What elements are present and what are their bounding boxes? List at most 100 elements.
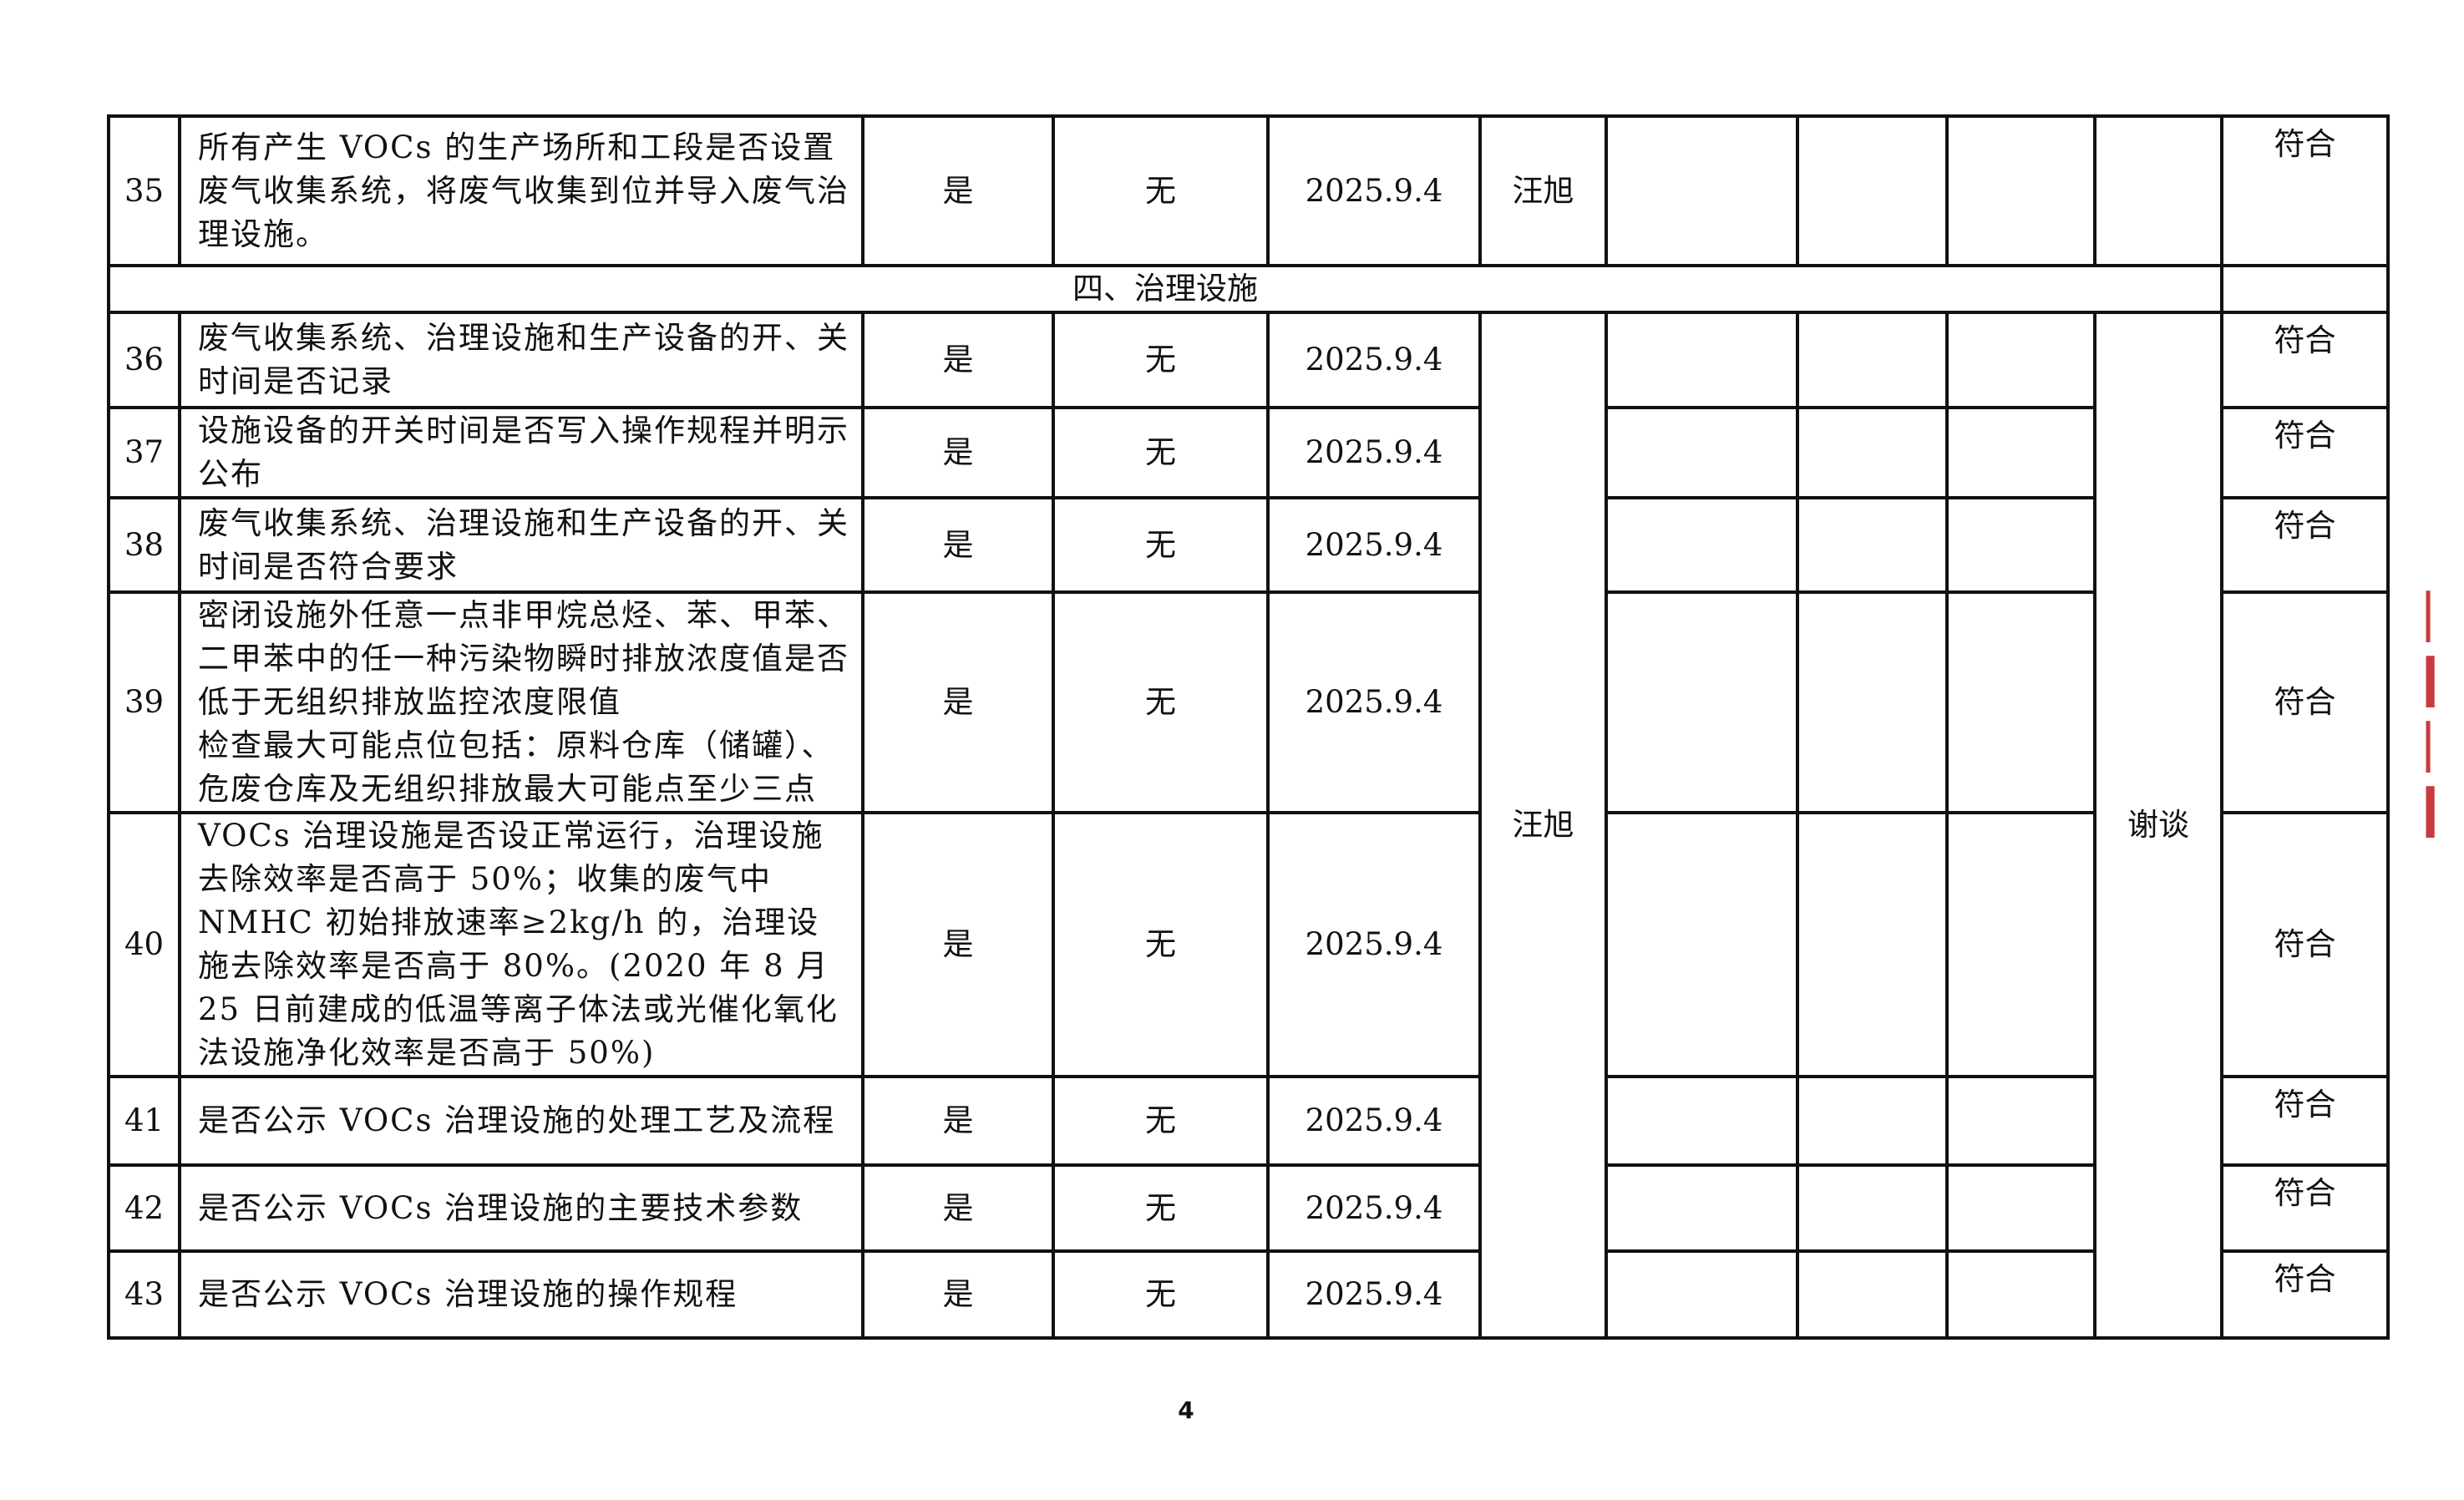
row-number: 43 (107, 1249, 181, 1340)
date: 2025.9.4 (1266, 1163, 1482, 1253)
row-number: 35 (107, 114, 181, 267)
answer: 是 (861, 1075, 1055, 1167)
empty-cell (1945, 811, 2096, 1078)
issue: 无 (1052, 311, 1270, 409)
result: 符合 (2220, 311, 2390, 409)
issue: 无 (1052, 406, 1270, 499)
empty-cell (1945, 1075, 2096, 1167)
table-row: 37 设施设备的开关时间是否写入操作规程并明示公布是无 2025.9.4 符合 (107, 406, 2390, 499)
empty-cell (1605, 811, 1799, 1078)
answer: 是 (861, 114, 1055, 267)
empty-cell (1605, 1075, 1799, 1167)
empty-cell (1796, 114, 1949, 267)
table-row: 40 VOCs 治理设施是否设正常运行，治理设施去除效率是否高于 50%；收集的废… (107, 811, 2390, 1078)
result: 符合 (2220, 590, 2390, 814)
table-row: 43 是否公示 VOCs 治理设施的操作规程是无 2025.9.4 符合 (107, 1249, 2390, 1340)
row-number: 41 (107, 1075, 181, 1167)
empty-cell (1945, 496, 2096, 594)
answer: 是 (861, 1163, 1055, 1253)
answer: 是 (861, 1249, 1055, 1340)
date: 2025.9.4 (1266, 406, 1482, 499)
answer: 是 (861, 590, 1055, 814)
empty-cell (1796, 311, 1949, 409)
empty-cell (1796, 406, 1949, 499)
date: 2025.9.4 (1266, 1075, 1482, 1167)
check-item: 密闭设施外任意一点非甲烷总烃、苯、甲苯、二甲苯中的任一种污染物瞬时排放浓度值是否… (178, 590, 864, 814)
empty-cell (1796, 811, 1949, 1078)
empty-cell (1605, 311, 1799, 409)
empty-cell (1945, 406, 2096, 499)
table-row: 41 是否公示 VOCs 治理设施的处理工艺及流程是无 2025.9.4 符合 (107, 1075, 2390, 1167)
empty-cell (1605, 406, 1799, 499)
answer: 是 (861, 811, 1055, 1078)
inspection-table: 35 所有产生 VOCs 的生产场所和工段是否设置废气收集系统，将废气收集到位并… (107, 114, 2390, 1340)
date: 2025.9.4 (1266, 496, 1482, 594)
inspector: 汪旭 (1478, 114, 1608, 267)
empty-cell (1605, 114, 1799, 267)
empty-cell (1605, 1163, 1799, 1253)
empty-cell (1605, 590, 1799, 814)
empty-cell (1796, 1075, 1949, 1167)
answer: 是 (861, 406, 1055, 499)
empty-cell (1796, 1163, 1949, 1253)
result: 符合 (2220, 1163, 2390, 1253)
result: 符合 (2220, 496, 2390, 594)
section-title: 四、治理设施 (107, 264, 2223, 314)
check-item: 废气收集系统、治理设施和生产设备的开、关时间是否记录 (178, 311, 864, 409)
check-item: 所有产生 VOCs 的生产场所和工段是否设置废气收集系统，将废气收集到位并导入废… (178, 114, 864, 267)
answer: 是 (861, 496, 1055, 594)
empty-cell (1945, 590, 2096, 814)
result: 符合 (2220, 811, 2390, 1078)
method: 谢谈 (2093, 311, 2223, 1340)
check-item: 设施设备的开关时间是否写入操作规程并明示公布 (178, 406, 864, 499)
row-number: 42 (107, 1163, 181, 1253)
issue: 无 (1052, 1249, 1270, 1340)
result: 符合 (2220, 114, 2390, 267)
inspector: 汪旭 (1478, 311, 1608, 1340)
row-number: 36 (107, 311, 181, 409)
empty-cell (1945, 114, 2096, 267)
empty-cell (1945, 1249, 2096, 1340)
empty-cell (2220, 264, 2390, 314)
empty-cell (1796, 590, 1949, 814)
date: 2025.9.4 (1266, 311, 1482, 409)
check-item: 废气收集系统、治理设施和生产设备的开、关时间是否符合要求 (178, 496, 864, 594)
result: 符合 (2220, 1075, 2390, 1167)
empty-cell (1945, 311, 2096, 409)
empty-cell (1605, 496, 1799, 594)
date: 2025.9.4 (1266, 114, 1482, 267)
issue: 无 (1052, 590, 1270, 814)
table-row: 38 废气收集系统、治理设施和生产设备的开、关时间是否符合要求是无 2025.9.4… (107, 496, 2390, 594)
table-row: 36 废气收集系统、治理设施和生产设备的开、关时间是否记录是无 2025.9.4 汪旭… (107, 311, 2390, 1340)
date: 2025.9.4 (1266, 590, 1482, 814)
page-number: 4 (1178, 1396, 1194, 1424)
empty-cell (1605, 1249, 1799, 1340)
red-seal-stamp: ▏ ▎ ▏ ▎ (2426, 591, 2460, 838)
issue: 无 (1052, 1075, 1270, 1167)
table-row: 42 是否公示 VOCs 治理设施的主要技术参数是无 2025.9.4 符合 (107, 1163, 2390, 1253)
check-item: VOCs 治理设施是否设正常运行，治理设施去除效率是否高于 50%；收集的废气中… (178, 811, 864, 1078)
issue: 无 (1052, 811, 1270, 1078)
issue: 无 (1052, 114, 1270, 267)
check-item: 是否公示 VOCs 治理设施的主要技术参数 (178, 1163, 864, 1253)
empty-cell (2093, 114, 2223, 267)
row-number: 38 (107, 496, 181, 594)
date: 2025.9.4 (1266, 1249, 1482, 1340)
section-row: 四、治理设施 (107, 264, 2390, 314)
row-number: 40 (107, 811, 181, 1078)
empty-cell (1945, 1163, 2096, 1253)
row-number: 37 (107, 406, 181, 499)
table-row: 35 所有产生 VOCs 的生产场所和工段是否设置废气收集系统，将废气收集到位并… (107, 114, 2390, 267)
row-number: 39 (107, 590, 181, 814)
issue: 无 (1052, 1163, 1270, 1253)
empty-cell (1796, 1249, 1949, 1340)
table-row: 39 密闭设施外任意一点非甲烷总烃、苯、甲苯、二甲苯中的任一种污染物瞬时排放浓度值… (107, 590, 2390, 814)
answer: 是 (861, 311, 1055, 409)
result: 符合 (2220, 1249, 2390, 1340)
issue: 无 (1052, 496, 1270, 594)
empty-cell (1796, 496, 1949, 594)
date: 2025.9.4 (1266, 811, 1482, 1078)
check-item: 是否公示 VOCs 治理设施的处理工艺及流程 (178, 1075, 864, 1167)
check-item: 是否公示 VOCs 治理设施的操作规程 (178, 1249, 864, 1340)
